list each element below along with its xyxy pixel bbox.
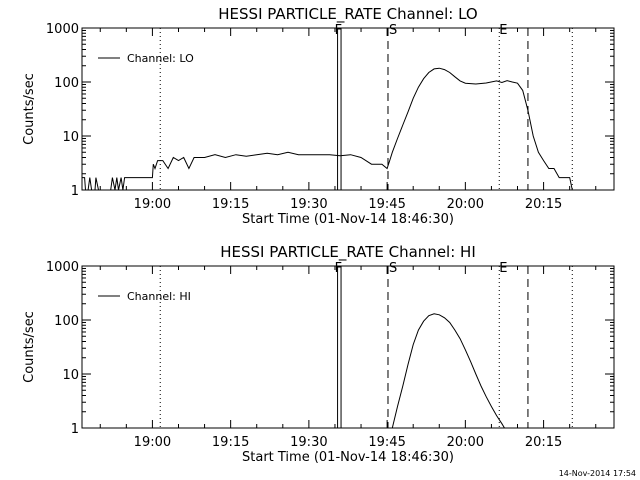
flare-marker-label: F	[335, 261, 342, 276]
legend-entry: Channel: HI	[127, 290, 191, 303]
y-tick-label: 1000	[46, 22, 79, 37]
y-tick-label: 1	[71, 422, 79, 437]
chart-title: HESSI PARTICLE_RATE Channel: LO	[218, 5, 477, 24]
y-tick-label: 10	[62, 368, 79, 383]
flare-marker-label: F	[335, 23, 342, 38]
legend-entry: Channel: LO	[127, 52, 194, 65]
x-tick-label: 19:30	[290, 197, 327, 212]
saa-marker-label: S	[389, 23, 397, 38]
y-tick-label: 100	[54, 76, 79, 91]
chart-panel-1: HESSI PARTICLE_RATE Channel: LO 1 10 100 100…	[22, 5, 615, 227]
plot-frame	[81, 265, 615, 429]
x-axis-label: Start Time (01-Nov-14 18:46:30)	[242, 450, 454, 465]
eclipse-marker-label: E	[499, 23, 507, 38]
y-tick-label: 1	[71, 184, 79, 199]
plot-timestamp: 14-Nov-2014 17:54	[558, 469, 636, 478]
saa-marker-label: S	[389, 261, 397, 276]
chart-title: HESSI PARTICLE_RATE Channel: HI	[220, 243, 476, 262]
x-tick-label: 19:15	[212, 197, 249, 212]
x-axis-label: Start Time (01-Nov-14 18:46:30)	[242, 212, 454, 227]
series-line-1	[391, 313, 505, 429]
y-tick-label: 100	[54, 314, 79, 329]
x-tick-label: 20:00	[447, 435, 484, 450]
y-tick-label: 10	[62, 130, 79, 145]
x-tick-label: 19:00	[134, 197, 171, 212]
x-tick-label: 19:15	[212, 435, 249, 450]
x-tick-label: 19:45	[368, 435, 405, 450]
y-axis-label: Counts/sec	[22, 311, 37, 383]
series-line-1	[82, 67, 575, 191]
x-tick-label: 19:30	[290, 435, 327, 450]
plot-frame	[81, 27, 615, 191]
x-tick-label: 20:00	[447, 197, 484, 212]
eclipse-marker-label: E	[499, 261, 507, 276]
chart-panel-2: HESSI PARTICLE_RATE Channel: HI 1 10 100 100…	[22, 243, 615, 465]
x-tick-label: 20:15	[525, 435, 562, 450]
x-tick-label: 19:00	[134, 435, 171, 450]
x-tick-label: 20:15	[525, 197, 562, 212]
x-tick-label: 19:45	[368, 197, 405, 212]
y-tick-label: 1000	[46, 260, 79, 275]
y-axis-label: Counts/sec	[22, 73, 37, 145]
